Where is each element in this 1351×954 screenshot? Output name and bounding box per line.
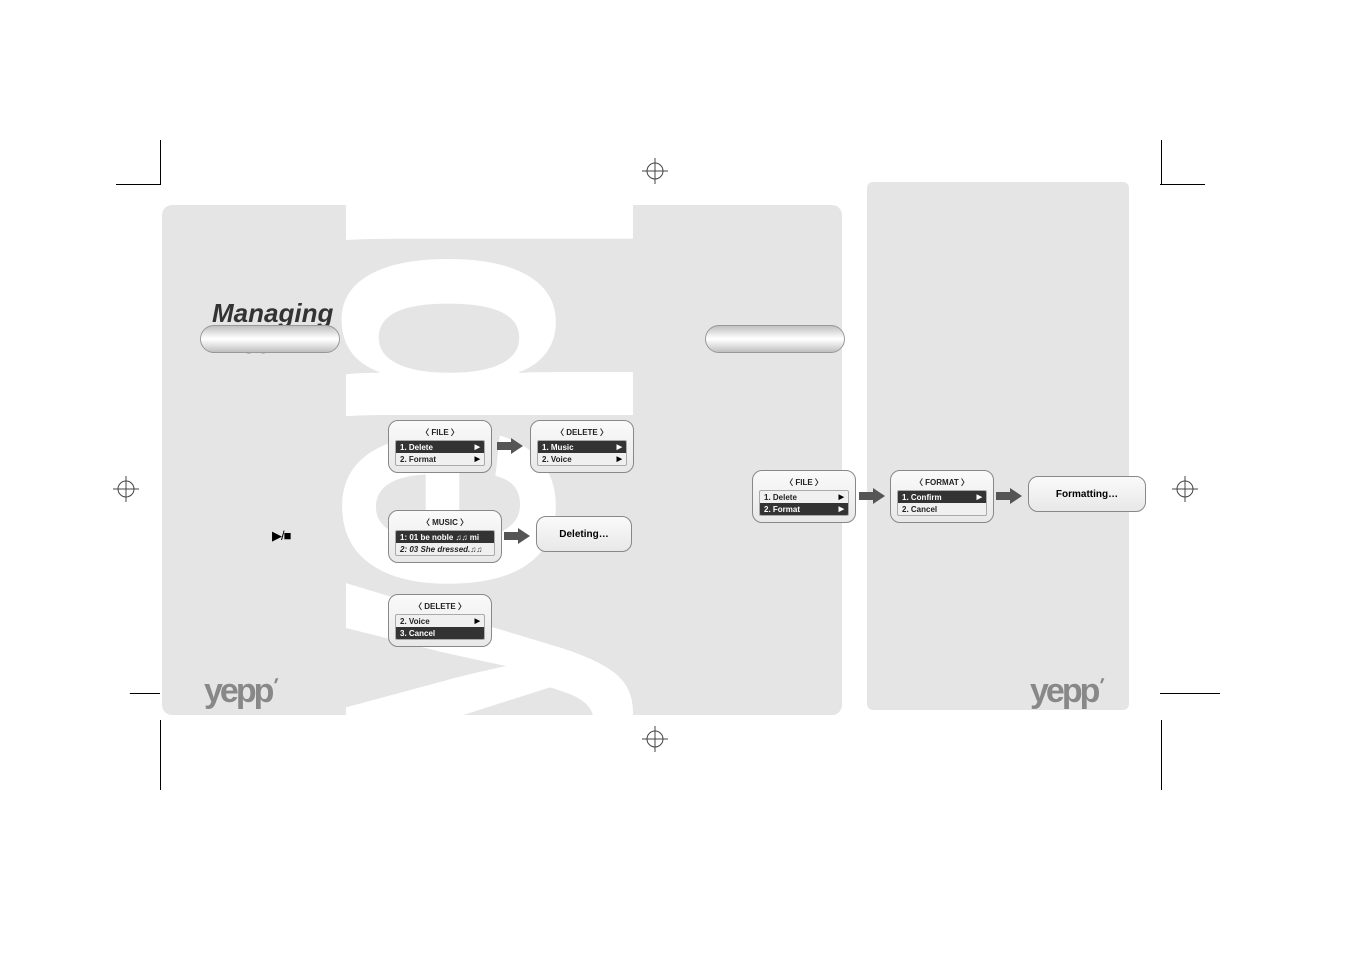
chevron-right-icon: ▶	[617, 443, 622, 451]
lcd-formatting: Formatting…	[1028, 476, 1146, 512]
menu-item-delete[interactable]: 1. Delete ▶	[760, 491, 848, 503]
lcd-delete-a: 〈 DELETE 〉 1. Music ▶ 2. Voice ▶	[530, 420, 634, 473]
menu-item-format[interactable]: 2. Format ▶	[396, 453, 484, 465]
menu-item-label: 1. Confirm	[902, 493, 942, 502]
chevron-right-icon: ▶	[475, 443, 480, 451]
yepp-logo: yepp'	[204, 672, 276, 711]
lcd-title: 〈 FILE 〉	[395, 427, 485, 438]
status-text: Formatting…	[1056, 489, 1118, 500]
right-panel	[867, 182, 1129, 710]
menu-item-cancel[interactable]: 2. Cancel	[898, 503, 986, 515]
arrow-right-icon	[996, 486, 1024, 511]
chevron-right-icon: ▶	[475, 455, 480, 463]
chevron-right-icon: ▶	[617, 455, 622, 463]
lcd-title: 〈 DELETE 〉	[395, 601, 485, 612]
track-label: 1: 01 be noble ♫♫ mi	[400, 533, 479, 542]
chevron-right-icon: ▶	[839, 493, 844, 501]
play-stop-icon: ▶/■	[272, 528, 290, 544]
arrow-right-icon	[859, 486, 887, 511]
menu-item-label: 1. Music	[542, 443, 574, 452]
menu-item-label: 2. Voice	[400, 617, 430, 626]
menu-item-voice[interactable]: 2. Voice ▶	[538, 453, 626, 465]
menu-item-voice[interactable]: 2. Voice ▶	[396, 615, 484, 627]
arrow-right-icon	[504, 526, 532, 551]
registration-mark-icon	[642, 158, 668, 184]
menu-item-label: 2. Voice	[542, 455, 572, 464]
bg-yepp-text: yepp'	[0, 25, 142, 755]
lcd-title: 〈 FILE 〉	[759, 477, 849, 488]
menu-item-format[interactable]: 2. Format ▶	[760, 503, 848, 515]
registration-mark-icon	[1172, 476, 1198, 502]
lcd-music: 〈 MUSIC 〉 1: 01 be noble ♫♫ mi 2: 03 She…	[388, 510, 502, 563]
registration-mark-icon	[642, 726, 668, 752]
lcd-title: 〈 FORMAT 〉	[897, 477, 987, 488]
status-text: Deleting…	[559, 529, 608, 540]
music-track-1[interactable]: 1: 01 be noble ♫♫ mi	[396, 531, 494, 543]
lcd-file-a: 〈 FILE 〉 1. Delete ▶ 2. Format ▶	[388, 420, 492, 473]
track-label: 2: 03 She dressed.♫♫	[400, 545, 482, 554]
yepp-logo: yepp'	[1030, 672, 1102, 711]
menu-item-label: 2. Cancel	[902, 505, 937, 514]
chevron-right-icon: ▶	[475, 617, 480, 625]
lcd-deleting: Deleting…	[536, 516, 632, 552]
chevron-right-icon: ▶	[839, 505, 844, 513]
lcd-title: 〈 MUSIC 〉	[395, 517, 495, 528]
section-pill-right	[705, 325, 845, 353]
section-pill-left	[200, 325, 340, 353]
menu-item-label: 2. Format	[400, 455, 436, 464]
crop-mark	[1160, 693, 1220, 694]
music-track-2[interactable]: 2: 03 She dressed.♫♫	[396, 543, 494, 555]
lcd-delete-b: 〈 DELETE 〉 2. Voice ▶ 3. Cancel	[388, 594, 492, 647]
menu-item-music[interactable]: 1. Music ▶	[538, 441, 626, 453]
crop-mark	[1161, 140, 1162, 185]
lcd-file-b: 〈 FILE 〉 1. Delete ▶ 2. Format ▶	[752, 470, 856, 523]
chevron-right-icon: ▶	[977, 493, 982, 501]
lcd-title: 〈 DELETE 〉	[537, 427, 627, 438]
menu-item-label: 2. Format	[764, 505, 800, 514]
crop-mark	[160, 720, 161, 790]
menu-item-confirm[interactable]: 1. Confirm ▶	[898, 491, 986, 503]
lcd-format: 〈 FORMAT 〉 1. Confirm ▶ 2. Cancel	[890, 470, 994, 523]
menu-item-cancel[interactable]: 3. Cancel	[396, 627, 484, 639]
menu-item-label: 1. Delete	[764, 493, 797, 502]
crop-mark	[1160, 184, 1205, 185]
menu-item-label: 1. Delete	[400, 443, 433, 452]
crop-mark	[1161, 720, 1162, 790]
menu-item-label: 3. Cancel	[400, 629, 435, 638]
arrow-right-icon	[497, 436, 525, 461]
menu-item-delete[interactable]: 1. Delete ▶	[396, 441, 484, 453]
crop-mark	[160, 140, 161, 185]
